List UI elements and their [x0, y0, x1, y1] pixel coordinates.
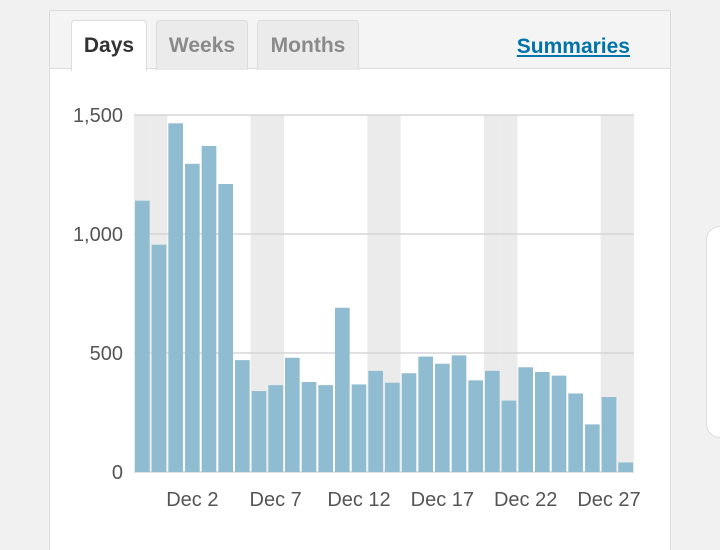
bar: [235, 360, 250, 472]
bar: [568, 393, 583, 472]
x-tick-label: Dec 17: [411, 489, 474, 511]
weekend-band: [250, 115, 268, 472]
x-tick-label: Dec 27: [577, 489, 640, 511]
bar: [618, 462, 633, 472]
x-tick-label: Dec 22: [494, 489, 557, 511]
bar: [485, 370, 500, 472]
weekend-band: [267, 115, 284, 472]
bar: [185, 163, 200, 473]
bar: [151, 244, 167, 472]
period-tab-bar: Days Weeks Months Summaries: [50, 11, 670, 71]
tab-months[interactable]: Months: [257, 20, 359, 70]
bar: [135, 200, 150, 472]
side-panel-edge: [706, 226, 720, 438]
bar: [251, 391, 267, 472]
bar: [335, 307, 350, 472]
bar: [201, 145, 217, 472]
bar: [368, 370, 383, 472]
summaries-link[interactable]: Summaries: [516, 35, 630, 58]
bar: [468, 380, 483, 472]
weekend-band: [617, 115, 634, 472]
bar: [268, 385, 283, 472]
bar: [285, 357, 300, 472]
bar: [518, 367, 533, 472]
y-tick-label: 1,000: [73, 224, 123, 246]
bar: [301, 382, 317, 472]
bar: [535, 372, 550, 472]
bar: [585, 424, 600, 472]
bar: [418, 356, 433, 472]
bar: [168, 123, 183, 472]
bar: [401, 373, 417, 472]
bar: [435, 363, 450, 472]
bar: [218, 184, 233, 472]
weekend-band: [600, 115, 618, 472]
tab-weeks[interactable]: Weeks: [156, 20, 248, 70]
bar: [318, 385, 333, 472]
bar: [601, 397, 617, 472]
tab-days[interactable]: Days: [71, 20, 147, 71]
x-tick-label: Dec 7: [250, 489, 302, 511]
weekend-band: [500, 115, 518, 472]
y-tick-label: 500: [90, 343, 123, 365]
bar: [351, 384, 367, 472]
bar: [385, 382, 400, 472]
bar: [451, 355, 467, 472]
x-tick-label: Dec 12: [327, 489, 390, 511]
x-tick-label: Dec 2: [166, 489, 218, 511]
bar: [501, 400, 517, 472]
bar: [551, 375, 567, 472]
y-tick-label: 1,500: [73, 105, 123, 127]
y-tick-label: 0: [112, 462, 123, 484]
